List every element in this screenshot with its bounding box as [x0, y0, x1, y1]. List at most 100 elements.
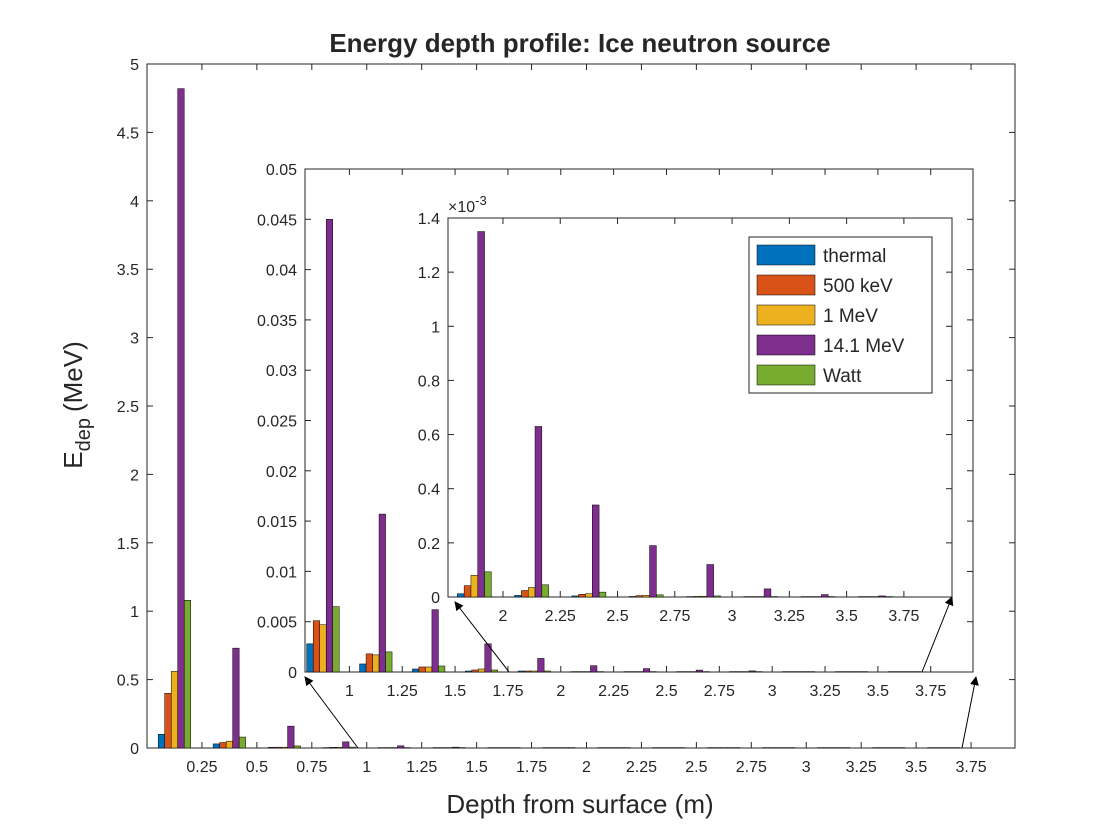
bar-inset1-14-1-mev-4 [537, 658, 545, 673]
main-ytick-label: 1 [130, 604, 139, 621]
bar-inset1-thermal-1 [359, 663, 367, 673]
inset2-ytick-label: 1 [431, 319, 440, 336]
legend-swatch-watt [756, 364, 816, 386]
legend-label-500-kev: 500 keV [823, 276, 893, 297]
bar-inset2-14-1-mev-1 [534, 426, 543, 598]
main-ytick-label: 0.5 [117, 673, 139, 690]
bar-inset2-14-1-mev-5 [763, 588, 772, 598]
inset1-ytick-label: 0.03 [266, 363, 297, 380]
main-xtick-label: 2 [582, 759, 591, 776]
bar-inset1-500-kev-0 [312, 620, 320, 673]
zoom-arrow-2 [454, 601, 510, 673]
inset1-ytick-label: 0.04 [266, 263, 297, 280]
zoom-arrows [304, 596, 979, 749]
y-axis-label-unit: (MeV) [58, 341, 88, 412]
bar-inset2-watt-0 [484, 571, 492, 598]
bar-inset2-14-1-mev-6 [821, 594, 829, 598]
main-ytick-label: 4 [130, 194, 139, 211]
legend-swatch-1-mev [756, 304, 816, 326]
inset1-ytick-label: 0.035 [257, 313, 297, 330]
inset2-xtick-label: 3.5 [835, 608, 857, 625]
y-axis-label-subscript: dep [73, 418, 95, 451]
bar-main-watt-0 [183, 600, 191, 749]
legend-swatch-thermal [756, 244, 816, 266]
bar-main-1-mev-0 [170, 671, 178, 749]
bar-main-14-1-mev-4 [397, 745, 405, 749]
bar-inset2-watt-3 [656, 594, 664, 598]
bar-inset1-14-1-mev-2 [431, 609, 439, 673]
inset1-xtick-label: 1.25 [387, 683, 418, 700]
bar-inset1-14-1-mev-1 [378, 513, 386, 673]
inset2-y-multiplier: ×10-3 [448, 193, 487, 216]
inset2-xtick-label: 2 [499, 608, 508, 625]
inset-plot-2: 0 0.2 0.4 0.6 0.8 1 1.2 1.4 2 2.25 2.5 2.75 3 3.25 3.5… [418, 193, 953, 625]
bar-main-watt-1 [238, 736, 246, 749]
bar-inset2-1-mev-4 [699, 595, 708, 598]
bar-inset1-14-1-mev-7 [695, 669, 703, 673]
main-ytick-label: 4.5 [117, 125, 139, 142]
legend-swatch-14-1-mev [756, 334, 816, 356]
bar-inset1-thermal-3 [465, 670, 473, 673]
inset1-ytick-label: 0 [288, 665, 297, 682]
bar-inset1-watt-2 [438, 665, 446, 673]
inset2-ytick-label: 1.2 [418, 265, 440, 282]
bar-inset1-14-1-mev-3 [484, 643, 492, 673]
bar-inset1-thermal-4 [517, 670, 525, 673]
bar-inset2-14-1-mev-7 [878, 595, 886, 598]
bar-inset2-thermal-3 [628, 596, 637, 598]
inset1-xtick-label: 1 [345, 683, 354, 700]
bar-inset1-watt-4 [543, 670, 551, 673]
inset2-xtick-label: 3.25 [774, 608, 805, 625]
main-ytick-label: 5 [130, 57, 139, 74]
bar-inset1-14-1-mev-6 [643, 668, 651, 673]
bar-inset2-14-1-mev-4 [706, 564, 714, 598]
bar-inset1-thermal-0 [306, 643, 314, 673]
bar-inset2-500-kev-1 [521, 590, 529, 598]
inset1-ytick-label: 0.045 [257, 212, 297, 229]
inset2-xtick-label: 3.75 [888, 608, 919, 625]
bar-main-thermal-2 [267, 747, 275, 749]
bar-main-thermal-0 [157, 734, 165, 749]
x-axis-label: Depth from surface (m) [446, 789, 713, 819]
inset1-ytick-label: 0.01 [266, 564, 297, 581]
bar-inset1-1-mev-4 [530, 670, 538, 673]
bar-inset1-500-kev-2 [418, 666, 426, 673]
bar-main-1-mev-1 [225, 740, 233, 749]
bar-main-14-1-mev-2 [287, 725, 295, 749]
inset2-ytick-label: 0.2 [418, 536, 440, 553]
main-xtick-label: 0.5 [246, 759, 268, 776]
bar-inset2-thermal-0 [457, 593, 465, 598]
bar-inset1-1-mev-2 [425, 666, 433, 673]
main-xtick-label: 0.25 [186, 759, 217, 776]
bar-main-1-mev-2 [280, 746, 288, 749]
main-xtick-label: 3.75 [955, 759, 986, 776]
main-ytick-label: 0 [130, 741, 139, 758]
bar-inset1-thermal-2 [412, 668, 420, 673]
inset2-ytick-label: 0.8 [418, 373, 440, 390]
bar-main-14-1-mev-0 [177, 88, 185, 749]
inset2-ytick-label: 0.6 [418, 428, 440, 445]
bar-main-watt-3 [348, 746, 356, 749]
main-xtick-label: 0.75 [296, 759, 327, 776]
main-xtick-label: 1 [362, 759, 371, 776]
bar-inset1-1-mev-0 [319, 624, 327, 673]
bar-inset2-500-kev-4 [692, 596, 701, 598]
legend-swatch-500-kev [756, 274, 816, 296]
bar-inset2-500-kev-3 [635, 595, 644, 598]
bar-inset2-1-mev-3 [642, 595, 650, 598]
inset1-xtick-label: 2.25 [598, 683, 629, 700]
bar-main-thermal-1 [212, 743, 220, 749]
main-xtick-label: 2.75 [736, 759, 767, 776]
inset2-ytick-label: 0.4 [418, 482, 440, 499]
bar-inset2-1-mev-1 [527, 587, 536, 598]
bar-inset2-500-kev-0 [463, 585, 472, 598]
bar-inset2-14-1-mev-2 [592, 504, 600, 598]
inset2-ytick-label: 1.4 [418, 211, 440, 228]
bar-inset1-watt-3 [491, 669, 499, 673]
inset1-ytick-label: 0.05 [266, 162, 297, 179]
legend-label-1-mev: 1 MeV [823, 306, 878, 327]
zoom-arrow-3 [921, 596, 954, 673]
bar-inset1-watt-1 [385, 651, 393, 673]
inset1-xtick-label: 2.75 [704, 683, 735, 700]
bar-main-500-kev-1 [219, 742, 227, 749]
